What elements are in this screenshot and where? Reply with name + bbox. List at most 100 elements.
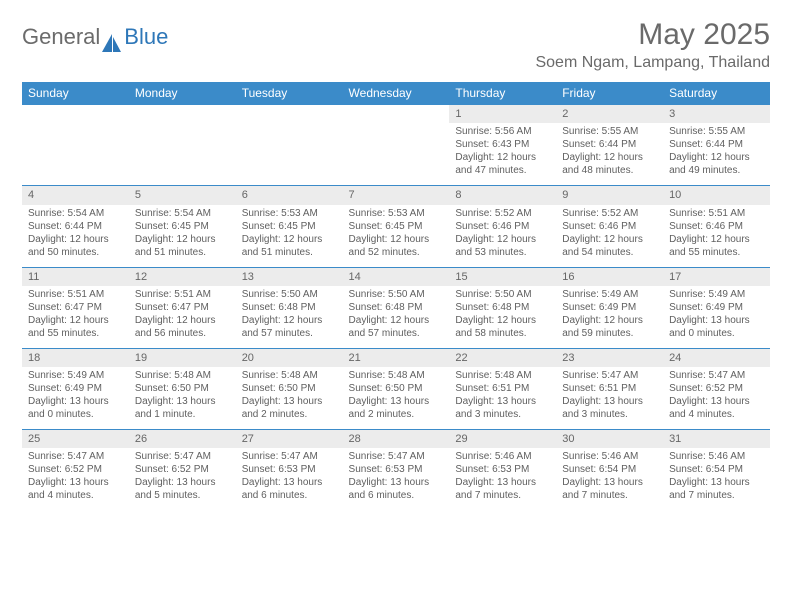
day-info-cell: Sunrise: 5:51 AMSunset: 6:46 PMDaylight:…	[663, 205, 770, 268]
sunrise-text: Sunrise: 5:50 AM	[242, 288, 337, 301]
sunrise-text: Sunrise: 5:54 AM	[28, 207, 123, 220]
sunset-text: Sunset: 6:53 PM	[349, 463, 444, 476]
daylight-text-2: and 48 minutes.	[562, 164, 657, 177]
daylight-text-1: Daylight: 12 hours	[135, 314, 230, 327]
day-info-cell: Sunrise: 5:49 AMSunset: 6:49 PMDaylight:…	[556, 286, 663, 349]
sunrise-text: Sunrise: 5:48 AM	[455, 369, 550, 382]
daylight-text-1: Daylight: 13 hours	[135, 476, 230, 489]
day-number-cell: 10	[663, 186, 770, 205]
daylight-text-2: and 7 minutes.	[455, 489, 550, 502]
day-number: 22	[455, 352, 467, 364]
daylight-text-2: and 58 minutes.	[455, 327, 550, 340]
sunset-text: Sunset: 6:48 PM	[455, 301, 550, 314]
sunset-text: Sunset: 6:48 PM	[349, 301, 444, 314]
sunset-text: Sunset: 6:53 PM	[242, 463, 337, 476]
sunrise-text: Sunrise: 5:51 AM	[135, 288, 230, 301]
daylight-text-2: and 3 minutes.	[562, 408, 657, 421]
sunset-text: Sunset: 6:49 PM	[562, 301, 657, 314]
weekday-header: Tuesday	[236, 82, 343, 105]
daylight-text-1: Daylight: 12 hours	[349, 314, 444, 327]
day-number-cell: 7	[343, 186, 450, 205]
sunrise-text: Sunrise: 5:48 AM	[242, 369, 337, 382]
sunset-text: Sunset: 6:45 PM	[349, 220, 444, 233]
day-info-cell: Sunrise: 5:51 AMSunset: 6:47 PMDaylight:…	[22, 286, 129, 349]
day-number: 1	[455, 108, 461, 120]
day-number-cell: 23	[556, 348, 663, 367]
daylight-text-2: and 55 minutes.	[28, 327, 123, 340]
sunrise-text: Sunrise: 5:55 AM	[562, 125, 657, 138]
daylight-text-2: and 52 minutes.	[349, 246, 444, 259]
day-info-row: Sunrise: 5:54 AMSunset: 6:44 PMDaylight:…	[22, 205, 770, 268]
daylight-text-1: Daylight: 12 hours	[349, 233, 444, 246]
logo-sail-icon	[102, 34, 122, 52]
day-number: 9	[562, 189, 568, 201]
day-number: 23	[562, 352, 574, 364]
daylight-text-1: Daylight: 12 hours	[242, 314, 337, 327]
day-number-cell: 19	[129, 348, 236, 367]
sunrise-text: Sunrise: 5:48 AM	[349, 369, 444, 382]
day-info-cell: Sunrise: 5:52 AMSunset: 6:46 PMDaylight:…	[449, 205, 556, 268]
day-number-cell: 12	[129, 267, 236, 286]
day-number: 21	[349, 352, 361, 364]
daylight-text-1: Daylight: 13 hours	[135, 395, 230, 408]
day-number: 31	[669, 433, 681, 445]
day-number: 5	[135, 189, 141, 201]
daylight-text-2: and 50 minutes.	[28, 246, 123, 259]
day-info-cell: Sunrise: 5:48 AMSunset: 6:50 PMDaylight:…	[236, 367, 343, 430]
daylight-text-2: and 56 minutes.	[135, 327, 230, 340]
sunrise-text: Sunrise: 5:52 AM	[562, 207, 657, 220]
sunset-text: Sunset: 6:43 PM	[455, 138, 550, 151]
day-number: 24	[669, 352, 681, 364]
daylight-text-1: Daylight: 12 hours	[28, 233, 123, 246]
daylight-text-1: Daylight: 13 hours	[562, 476, 657, 489]
daylight-text-1: Daylight: 12 hours	[135, 233, 230, 246]
sunset-text: Sunset: 6:46 PM	[562, 220, 657, 233]
sunset-text: Sunset: 6:44 PM	[562, 138, 657, 151]
daylight-text-2: and 6 minutes.	[242, 489, 337, 502]
day-number-cell	[129, 105, 236, 124]
day-number-cell: 1	[449, 105, 556, 124]
weekday-header: Wednesday	[343, 82, 450, 105]
day-number-cell: 5	[129, 186, 236, 205]
sunrise-text: Sunrise: 5:49 AM	[669, 288, 764, 301]
daylight-text-2: and 47 minutes.	[455, 164, 550, 177]
sunrise-text: Sunrise: 5:54 AM	[135, 207, 230, 220]
day-info-cell: Sunrise: 5:47 AMSunset: 6:52 PMDaylight:…	[129, 448, 236, 510]
sunrise-text: Sunrise: 5:49 AM	[562, 288, 657, 301]
day-number-row: 45678910	[22, 186, 770, 205]
day-info-cell: Sunrise: 5:49 AMSunset: 6:49 PMDaylight:…	[663, 286, 770, 349]
daylight-text-1: Daylight: 12 hours	[455, 151, 550, 164]
day-info-row: Sunrise: 5:49 AMSunset: 6:49 PMDaylight:…	[22, 367, 770, 430]
day-number: 15	[455, 271, 467, 283]
sunrise-text: Sunrise: 5:53 AM	[242, 207, 337, 220]
daylight-text-1: Daylight: 13 hours	[242, 395, 337, 408]
day-number-cell	[22, 105, 129, 124]
sunrise-text: Sunrise: 5:46 AM	[669, 450, 764, 463]
day-number-cell: 15	[449, 267, 556, 286]
day-number-cell: 20	[236, 348, 343, 367]
logo: General Blue	[22, 24, 168, 50]
day-info-cell: Sunrise: 5:51 AMSunset: 6:47 PMDaylight:…	[129, 286, 236, 349]
day-info-cell: Sunrise: 5:49 AMSunset: 6:49 PMDaylight:…	[22, 367, 129, 430]
day-number-cell: 18	[22, 348, 129, 367]
day-info-cell: Sunrise: 5:47 AMSunset: 6:53 PMDaylight:…	[343, 448, 450, 510]
weekday-header-row: Sunday Monday Tuesday Wednesday Thursday…	[22, 82, 770, 105]
day-number-row: 123	[22, 105, 770, 124]
sunset-text: Sunset: 6:47 PM	[135, 301, 230, 314]
daylight-text-2: and 59 minutes.	[562, 327, 657, 340]
daylight-text-1: Daylight: 12 hours	[455, 314, 550, 327]
sunrise-text: Sunrise: 5:51 AM	[669, 207, 764, 220]
daylight-text-2: and 49 minutes.	[669, 164, 764, 177]
day-info-cell: Sunrise: 5:46 AMSunset: 6:54 PMDaylight:…	[556, 448, 663, 510]
sunrise-text: Sunrise: 5:47 AM	[349, 450, 444, 463]
day-info-cell: Sunrise: 5:55 AMSunset: 6:44 PMDaylight:…	[556, 123, 663, 186]
sunset-text: Sunset: 6:46 PM	[455, 220, 550, 233]
daylight-text-1: Daylight: 12 hours	[562, 233, 657, 246]
day-number-row: 25262728293031	[22, 430, 770, 449]
day-number-cell: 8	[449, 186, 556, 205]
location-text: Soem Ngam, Lampang, Thailand	[535, 54, 770, 72]
day-number-cell: 29	[449, 430, 556, 449]
sunrise-text: Sunrise: 5:47 AM	[242, 450, 337, 463]
daylight-text-1: Daylight: 13 hours	[669, 395, 764, 408]
day-number: 26	[135, 433, 147, 445]
